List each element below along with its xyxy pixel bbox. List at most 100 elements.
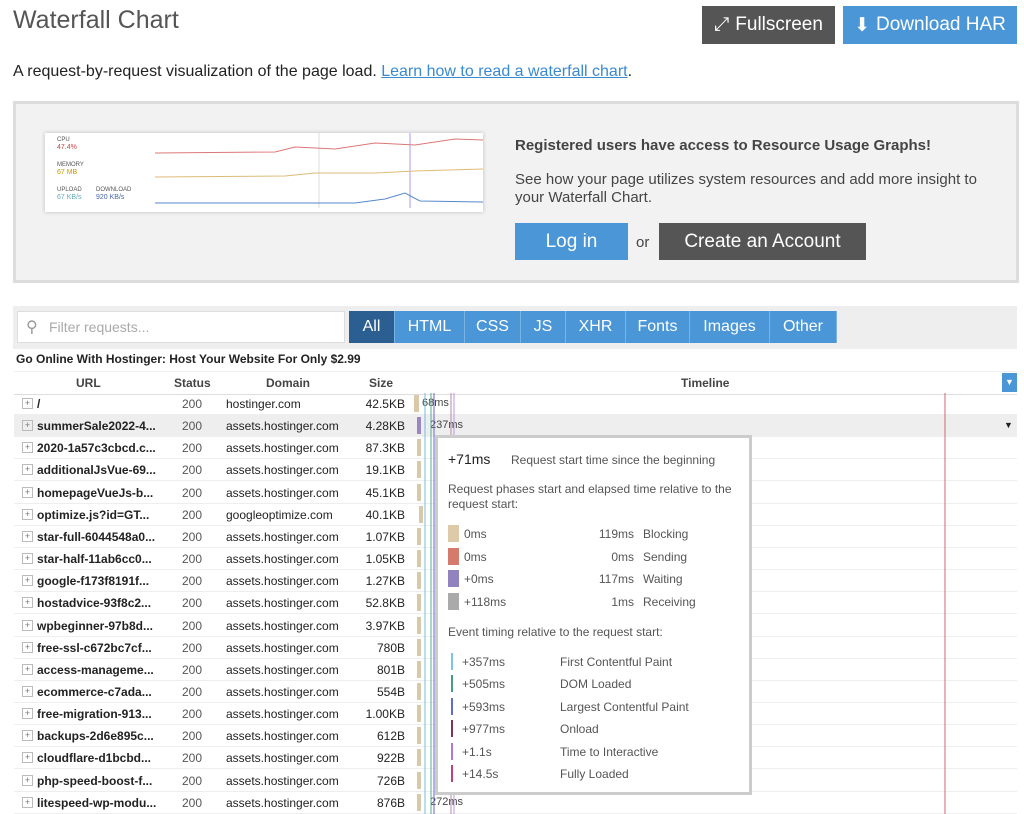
expand-icon[interactable]: + [22, 508, 33, 520]
timing-bar [417, 771, 421, 789]
phase-name: Blocking [643, 527, 689, 541]
phase-name: Receiving [643, 594, 696, 609]
help-link[interactable]: Learn how to read a waterfall chart [381, 63, 628, 80]
event-time: +505ms [462, 677, 506, 692]
col-timeline: Timeline [681, 376, 730, 390]
url: hostadvice-93f8c2... [37, 596, 152, 611]
size: 1.05KB [365, 552, 405, 567]
timing-bar [417, 550, 421, 568]
expand-icon[interactable]: + [22, 553, 33, 565]
filter-tab[interactable]: Fonts [626, 311, 690, 343]
expand-icon[interactable]: + [22, 774, 33, 786]
filter-tab[interactable]: HTML [395, 311, 465, 343]
filter-tab[interactable]: CSS [465, 311, 521, 343]
filter-tab[interactable]: Other [770, 311, 837, 343]
expand-icon[interactable]: + [22, 486, 33, 498]
expand-icon[interactable]: + [22, 752, 33, 764]
size: 1.07KB [365, 529, 405, 544]
event-marker [451, 742, 453, 760]
expand-icon[interactable]: + [22, 464, 33, 476]
timing-bar [417, 749, 421, 767]
expand-icon[interactable]: + [22, 708, 33, 720]
upload-label: UPLOAD [57, 187, 82, 193]
filter-input[interactable]: ⚲ Filter requests... [17, 311, 345, 343]
url: backups-2d6e895c... [37, 729, 154, 744]
expand-icon[interactable]: + [22, 597, 33, 609]
search-icon: ⚲ [26, 319, 38, 336]
filter-tab[interactable]: All [349, 311, 395, 343]
phase-swatch [448, 525, 459, 542]
expand-icon[interactable]: + [22, 619, 33, 631]
url: homepageVueJs-b... [37, 485, 154, 500]
domain: googleoptimize.com [226, 507, 333, 522]
size: 780B [376, 640, 405, 655]
period: . [627, 63, 633, 80]
expand-icon[interactable]: + [22, 663, 33, 675]
request-row[interactable]: + homepageVueJs-b... 200 assets.hostinger.c… [14, 482, 1017, 504]
col-domain: Domain [266, 376, 311, 390]
url: cloudflare-d1bcbd... [37, 751, 152, 766]
create-account-button[interactable]: Create an Account [659, 223, 866, 260]
event-time: +14.5s [462, 767, 499, 781]
size: 87.3KB [365, 441, 405, 456]
phase-name: Waiting [643, 572, 683, 586]
phase-duration: 117ms [598, 572, 634, 586]
timeline-menu[interactable]: ▼ [1002, 373, 1017, 392]
domain: assets.hostinger.com [226, 795, 339, 810]
login-button[interactable]: Log in [515, 223, 628, 260]
col-url: URL [76, 376, 101, 390]
start-label: Request start time since the beginning [511, 453, 716, 467]
domain: assets.hostinger.com [226, 574, 339, 589]
domain: assets.hostinger.com [226, 529, 339, 544]
request-row[interactable]: + cloudflare-d1bcbd... 200 assets.hostinger… [14, 747, 1017, 770]
expand-icon[interactable]: + [22, 530, 33, 542]
expand-icon[interactable]: + [22, 442, 33, 454]
status: 200 [182, 397, 203, 411]
expand-icon[interactable]: + [22, 398, 33, 409]
phase-duration: 1ms [611, 594, 634, 609]
filter-tab[interactable]: XHR [566, 311, 626, 343]
expand-icon[interactable]: + [22, 730, 33, 742]
expand-icon[interactable]: + [22, 575, 33, 587]
domain: assets.hostinger.com [226, 640, 339, 655]
tooltip: +71ms Request start time since the begin… [435, 435, 752, 795]
phase-start: 0ms [464, 549, 487, 564]
url: ecommerce-c7ada... [37, 684, 152, 699]
expand-icon[interactable]: + [22, 641, 33, 653]
phase-swatch [448, 592, 459, 610]
request-row[interactable]: + free-ssl-c672bc7cf... 200 assets.hostinge… [14, 637, 1017, 659]
phase-start: +118ms [464, 594, 507, 609]
event-name: Time to Interactive [560, 744, 659, 759]
placeholder: Filter requests... [49, 319, 150, 335]
request-row[interactable]: + / 200 hostinger.com 42.5KB 68ms [14, 393, 1017, 415]
download-button[interactable]: ⬇ Download HAR [843, 6, 1017, 44]
status: 200 [182, 552, 203, 567]
size: 40.1KB [365, 507, 405, 522]
status: 200 [182, 463, 203, 478]
status: 200 [182, 441, 203, 456]
timing-bar [414, 395, 419, 412]
timing-bar [417, 793, 421, 811]
expand-icon[interactable]: + [22, 796, 33, 808]
status: 200 [182, 684, 203, 699]
expand-icon[interactable]: + [22, 685, 33, 697]
request-row[interactable]: + litespeed-wp-modu... 200 assets.hostinger… [14, 792, 1017, 814]
status: 200 [182, 485, 203, 500]
intro: A request-by-request visualization of th… [13, 63, 632, 81]
size: 726B [376, 773, 405, 788]
expand-icon[interactable]: + [22, 420, 33, 432]
domain: assets.hostinger.com [226, 684, 339, 699]
event-name: Largest Contentful Paint [560, 699, 689, 714]
filter-tab[interactable]: Images [690, 311, 770, 343]
url: 2020-1a57c3cbcd.c... [37, 441, 156, 456]
event-marker [451, 765, 453, 782]
fullscreen-button[interactable]: ⤢ Fullscreen [702, 6, 835, 44]
row-menu[interactable]: ▼ [1004, 420, 1013, 431]
event-marker [451, 697, 453, 715]
status: 200 [182, 795, 203, 810]
filter-tab[interactable]: JS [521, 311, 566, 343]
size: 45.1KB [365, 485, 405, 500]
label: Download HAR [876, 14, 1006, 35]
col-size: Size [369, 376, 394, 390]
timing-bar [417, 638, 421, 656]
